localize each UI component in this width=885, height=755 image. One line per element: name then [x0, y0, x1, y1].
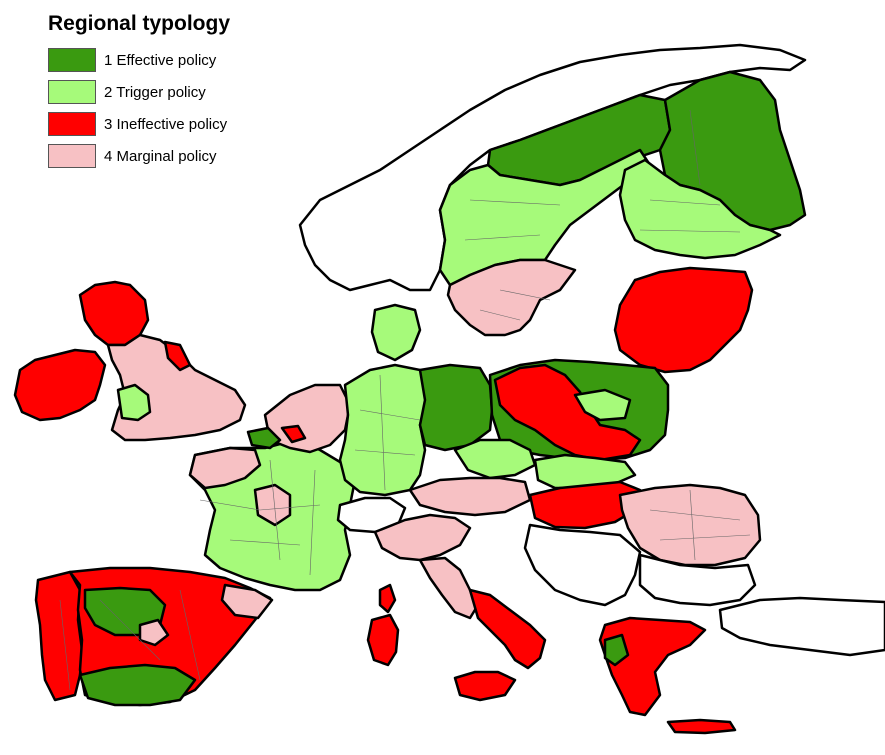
map-legend: Regional typology 1 Effective policy 2 T…: [48, 12, 230, 172]
balkans-region: [523, 523, 642, 607]
legend-item-trigger: 2 Trigger policy: [48, 76, 230, 108]
ireland-region: [13, 348, 107, 422]
france-pink-north-region: [188, 446, 262, 490]
baltics-region: [613, 266, 754, 374]
uk-red-north-region: [163, 340, 192, 372]
spain-pink-region: [138, 618, 170, 647]
legend-label: 2 Trigger policy: [104, 83, 206, 101]
finland-south-region: [618, 158, 782, 260]
corsica-region: [378, 583, 397, 614]
legend-swatch: [48, 144, 96, 168]
legend-item-marginal: 4 Marginal policy: [48, 140, 230, 172]
wales-region: [116, 383, 152, 422]
germany-region: [338, 363, 432, 497]
poland-red-region: [493, 363, 642, 462]
italy-north-region: [373, 513, 472, 562]
scotland-region: [78, 280, 150, 347]
greece-region: [598, 616, 707, 717]
crete-region: [666, 718, 737, 735]
sweden-middle-region: [438, 148, 652, 287]
austria-region: [408, 476, 532, 517]
italy-center-region: [418, 556, 480, 620]
spain-south-green-region: [78, 663, 197, 707]
legend-swatch: [48, 80, 96, 104]
legend-swatch: [48, 48, 96, 72]
czech-region: [453, 438, 537, 480]
legend-label: 4 Marginal policy: [104, 147, 217, 165]
legend-swatch: [48, 112, 96, 136]
slovakia-region: [533, 453, 637, 490]
romania-region: [618, 483, 762, 567]
belgium-green-region: [246, 426, 282, 450]
sweden-south-region: [446, 258, 577, 337]
legend-item-ineffective: 3 Ineffective policy: [48, 108, 230, 140]
italy-south-region: [468, 588, 547, 670]
norway-region: [298, 43, 807, 292]
denmark-region: [370, 303, 422, 362]
poland-light-region: [573, 388, 632, 422]
sardinia-region: [366, 613, 400, 667]
legend-label: 3 Ineffective policy: [104, 115, 228, 133]
catalonia-region: [220, 583, 274, 620]
legend-item-effective: 1 Effective policy: [48, 44, 230, 76]
france-pink-center-region: [253, 483, 292, 527]
sicily-region: [453, 670, 517, 702]
legend-label: 1 Effective policy: [104, 51, 217, 69]
legend-title: Regional typology: [48, 12, 231, 35]
bulgaria-region: [638, 553, 757, 607]
belgium-red-region: [280, 424, 307, 444]
turkey-edge-region: [718, 596, 885, 657]
germany-east-region: [418, 363, 494, 452]
portugal-region: [34, 570, 84, 702]
greece-green-region: [603, 633, 630, 667]
